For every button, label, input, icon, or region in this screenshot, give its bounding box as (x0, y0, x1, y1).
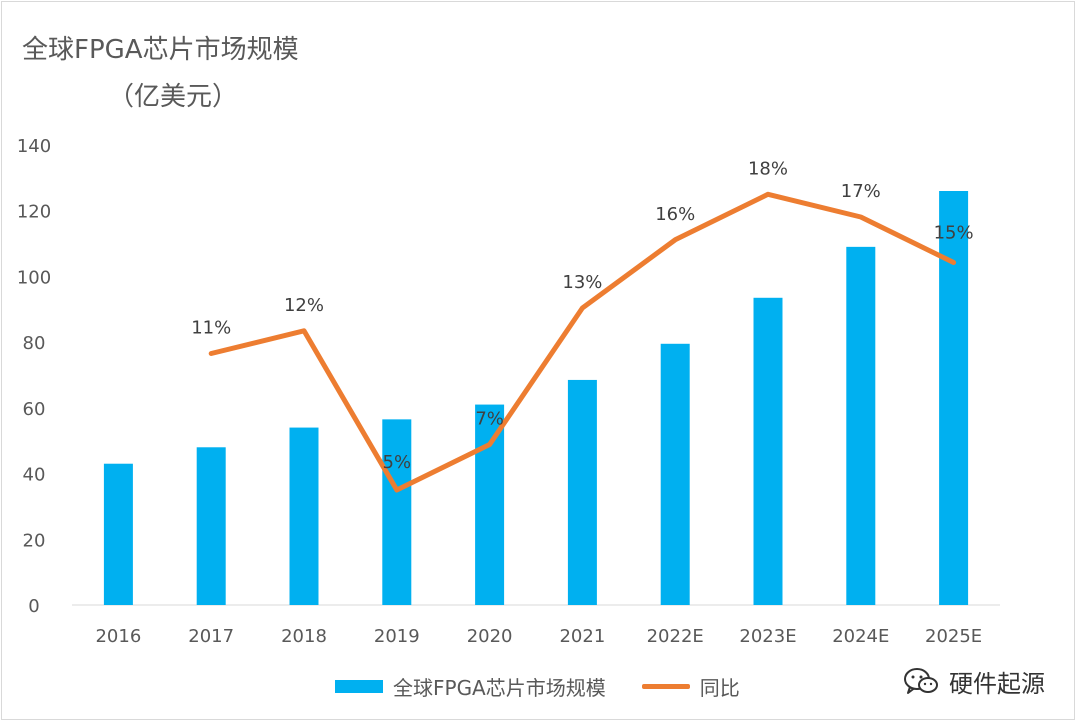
legend: 全球FPGA芯片市场规模 同比 (335, 672, 740, 701)
y-tick-label: 60 (23, 399, 46, 420)
x-axis-labels: 2016 2017 2018 2019 2020 2021 2022E 2023E 2024E 2… (95, 626, 982, 647)
y-tick-label: 140 (17, 136, 51, 157)
yoy-data-labels: 11% 12% 5% 7% 13% 16% 18% 17% 15% (191, 158, 973, 473)
bar-2023E (753, 297, 783, 605)
yoy-data-label: 15% (934, 223, 974, 244)
bar-2018 (289, 427, 319, 605)
yoy-data-label: 7% (475, 409, 504, 430)
yoy-data-label: 18% (748, 158, 788, 179)
bar-2016 (103, 463, 133, 605)
chart-subtitle: （亿美元） (108, 82, 239, 112)
bar-series (103, 191, 969, 605)
yoy-data-label: 5% (383, 452, 412, 473)
y-tick-label: 0 (28, 596, 39, 617)
bar-2022E (660, 343, 690, 605)
y-tick-label: 40 (23, 465, 46, 486)
yoy-line-series (208, 191, 957, 493)
yoy-data-label: 17% (841, 181, 881, 202)
x-tick-label: 2024E (832, 626, 889, 647)
bar-2025E (939, 191, 969, 605)
y-tick-label: 120 (17, 202, 51, 223)
bar-2017 (196, 447, 226, 605)
x-tick-label: 2023E (739, 626, 796, 647)
yoy-data-label: 16% (655, 204, 695, 225)
wechat-icon (904, 667, 938, 694)
x-tick-label: 2017 (188, 626, 234, 647)
legend-bar-swatch (335, 680, 383, 693)
watermark-text: 硬件起源 (949, 670, 1045, 698)
legend-line-label: 同比 (699, 676, 740, 700)
y-tick-label: 100 (17, 267, 51, 288)
bar-2024E (846, 246, 876, 605)
x-tick-label: 2019 (374, 626, 420, 647)
watermark: 硬件起源 (903, 664, 1045, 699)
yoy-data-label: 13% (562, 272, 602, 293)
chart-title: 全球FPGA芯片市场规模 (22, 35, 299, 65)
legend-bar-label: 全球FPGA芯片市场规模 (393, 676, 606, 700)
x-tick-label: 2021 (559, 626, 605, 647)
x-tick-label: 2018 (281, 626, 327, 647)
bar-2021 (567, 379, 597, 605)
y-tick-label: 80 (23, 333, 46, 354)
bar-2020 (475, 404, 505, 605)
y-tick-label: 20 (23, 530, 46, 551)
x-tick-label: 2022E (647, 626, 704, 647)
yoy-line (208, 191, 957, 493)
y-axis-ticks: 0 20 40 60 80 100 120 140 (17, 136, 51, 617)
x-tick-label: 2020 (467, 626, 513, 647)
x-tick-label: 2025E (925, 626, 982, 647)
legend-line-swatch (641, 684, 690, 689)
bar-2019 (382, 419, 412, 605)
yoy-data-label: 11% (191, 318, 231, 339)
yoy-data-label: 12% (284, 295, 324, 316)
x-tick-label: 2016 (95, 626, 141, 647)
